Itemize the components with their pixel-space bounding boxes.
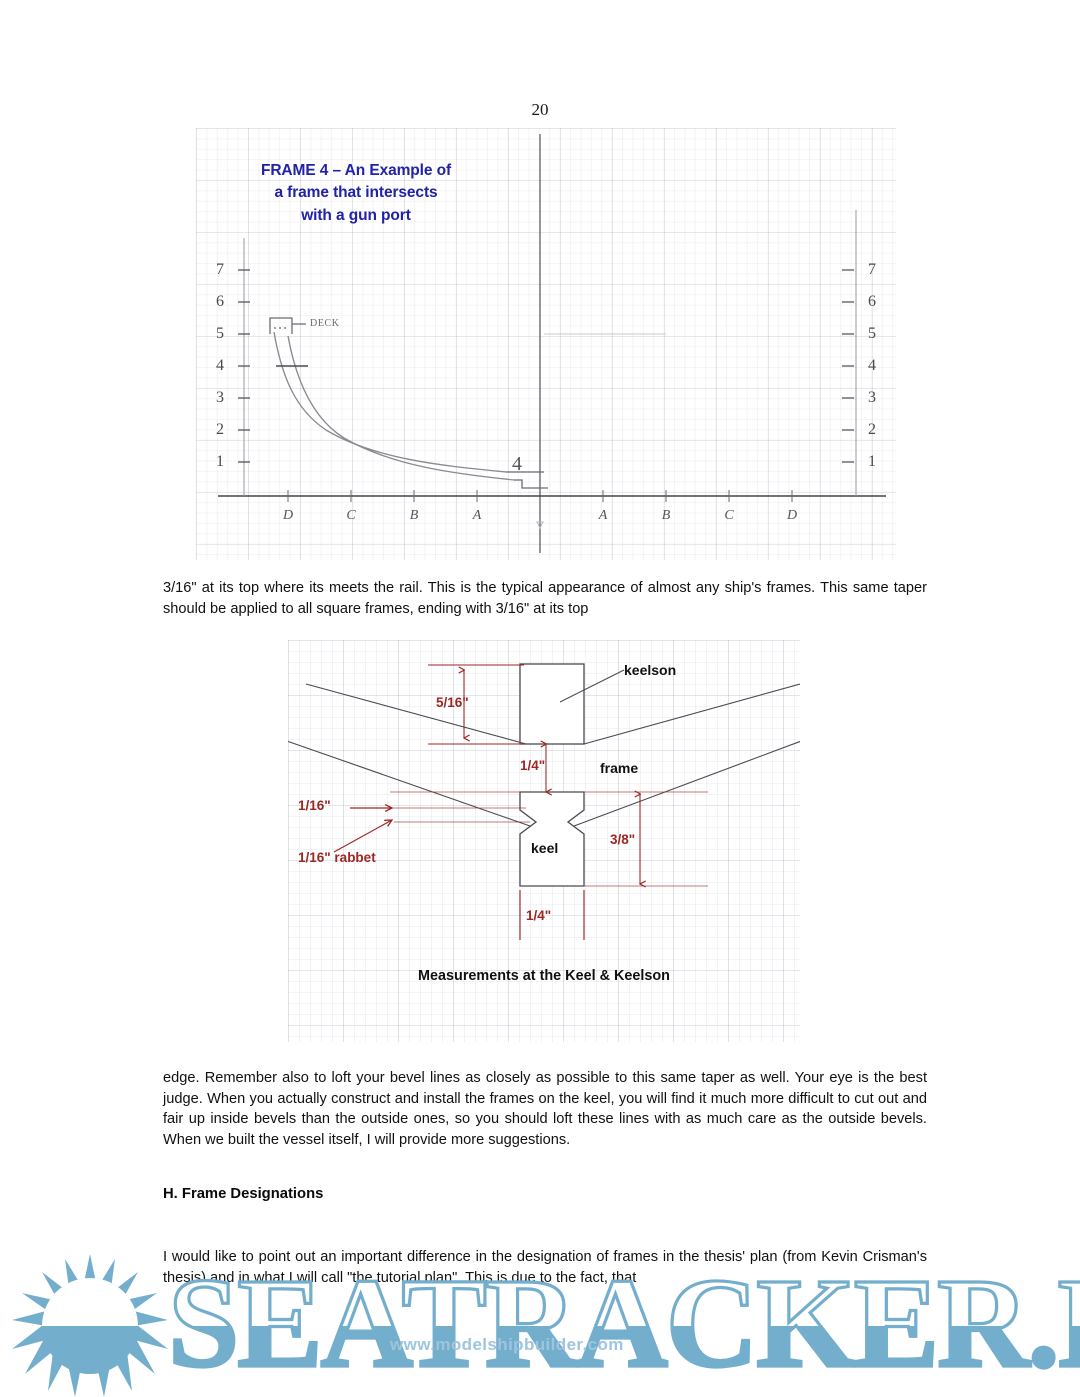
y-tick-left-6: 6 (216, 293, 224, 310)
y-tick-left-1: 1 (216, 453, 224, 470)
keelson-leader-line (559, 669, 625, 703)
x-tick-right-b: B (661, 508, 671, 523)
y-tick-right-7: 7 (868, 261, 876, 278)
sun-logo-icon (12, 1254, 168, 1397)
left-tick-marks (238, 269, 250, 463)
dim-1-16-rabbet-label: 1/16" rabbet (298, 850, 376, 865)
y-tick-right-5: 5 (868, 325, 876, 342)
rabbet-reference-lines-left (390, 791, 530, 823)
x-tick-left-d: D (282, 508, 294, 523)
y-tick-right-2: 2 (868, 421, 876, 438)
y-tick-left-5: 5 (216, 325, 224, 342)
frame-line-lower-left (288, 740, 531, 827)
dim-1-4-bottom-label: 1/4" (526, 908, 552, 923)
x-tick-right-d: D (786, 508, 798, 523)
dim-5-16-label: 5/16" (436, 695, 469, 710)
dim-1-4-top-label: 1/4" (520, 758, 546, 773)
frame-line-lower-right (573, 740, 800, 827)
y-tick-left-3: 3 (216, 389, 224, 406)
y-tick-left-4: 4 (216, 357, 224, 374)
figure-frame4-title: FRAME 4 – An Example of a frame that int… (234, 160, 478, 227)
sun-disc (42, 1278, 138, 1374)
right-tick-marks (842, 269, 854, 463)
y-tick-right-3: 3 (868, 389, 876, 406)
deck-annotation: DECK (310, 318, 340, 329)
figure-frame4: FRAME 4 – An Example of a frame that int… (196, 128, 896, 560)
sunburst-rays (12, 1254, 168, 1397)
keel-keelson-drawing (288, 663, 800, 940)
frame-inner-curve (287, 335, 515, 481)
paragraph-2: edge. Remember also to loft your bevel l… (163, 1070, 927, 1148)
keelson-box (519, 663, 585, 745)
figure-title-line-3: with a gun port (301, 206, 411, 224)
y-tick-right-1: 1 (868, 453, 876, 470)
figure-title-line-1: FRAME 4 – An Example of (260, 162, 452, 179)
keel-label: keel (531, 840, 559, 856)
frame-number-annotation: 4 (512, 453, 522, 475)
centerline-marker (536, 521, 544, 530)
x-tick-right-a: A (598, 508, 608, 523)
keel-box (519, 791, 585, 887)
y-tick-right-4: 4 (868, 357, 876, 374)
y-tick-right-6: 6 (868, 293, 876, 310)
watermark-subtext: www.modelshipbuilder.com (390, 1335, 624, 1354)
graph-paper-background (196, 128, 896, 560)
dim-1-16-leaders (333, 808, 392, 853)
y-tick-left-7: 7 (216, 261, 224, 278)
station-tick-marks (287, 490, 793, 502)
paragraph-3: I would like to point out an important d… (163, 1249, 927, 1286)
keelson-label: keelson (624, 662, 677, 678)
frame-line-upper-right (583, 683, 800, 745)
y-tick-left-2: 2 (216, 421, 224, 438)
page-number: 20 (531, 100, 549, 119)
x-tick-left-c: C (346, 508, 356, 523)
x-tick-right-c: C (724, 508, 734, 523)
figure-keel-keelson: keelson frame keel 5/16" 1/4" 1/16" 1/16… (288, 640, 800, 1042)
frame-outer-curve (273, 331, 507, 473)
gun-port-notch (269, 317, 306, 334)
rabbet-reference-lines-right (584, 791, 708, 887)
dim-1-4-bottom-group (519, 890, 585, 940)
frame-label: frame (600, 760, 639, 776)
dim-1-16-label: 1/16" (298, 798, 331, 813)
figure-keel-caption: Measurements at the Keel & Keelson (418, 968, 670, 984)
dim-5-16-group (428, 664, 524, 745)
figure-title-line-2: a frame that intersects (274, 184, 438, 202)
x-tick-left-a: A (472, 508, 482, 523)
sun-dome-highlight (42, 1278, 138, 1326)
frame4-drawing (218, 134, 886, 553)
frame-line-upper-left (305, 683, 527, 745)
paragraph-1: 3/16" at its top where its meets the rai… (163, 580, 927, 617)
dim-3-8-label: 3/8" (610, 832, 636, 847)
section-heading-frame-designations: H. Frame Designations (163, 1186, 324, 1202)
x-tick-left-b: B (409, 508, 419, 523)
frame-heel-step (506, 471, 548, 489)
